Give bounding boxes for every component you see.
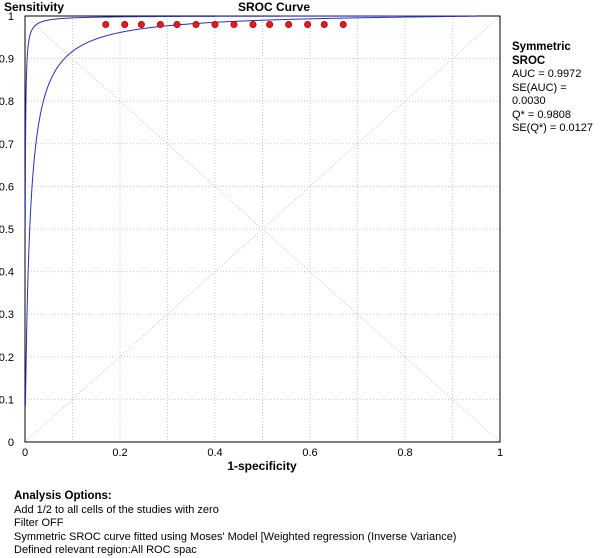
options-heading: Analysis Options: [14, 490, 112, 502]
study-point [173, 21, 181, 29]
study-point [121, 21, 129, 29]
y-tick-label: 0.5 [0, 224, 14, 236]
study-point [211, 21, 219, 29]
y-axis-label: Sensitivity [4, 0, 64, 14]
chart-title: SROC Curve [238, 0, 310, 14]
stat-se-q-star: SE(Q*) = 0.0127 [512, 122, 594, 134]
sroc-curve-upper [24, 15, 477, 230]
study-point [339, 21, 347, 29]
x-axis-label: 1-specificity [227, 459, 297, 473]
y-tick-label: 0.8 [0, 96, 14, 108]
x-tick-label: 0.8 [397, 447, 412, 459]
x-tick-label: 0.6 [302, 447, 317, 459]
diagonal-symmetry-line [24, 15, 501, 443]
study-point [320, 21, 328, 29]
tick-labels: 0 0.2 0.4 0.6 0.8 1 0 0.1 0.2 0.3 0.4 0.5 0.6 0.7 0.8 0… [0, 11, 503, 459]
study-point [230, 21, 238, 29]
option-line-2: Filter OFF [14, 517, 64, 529]
x-tick-label: 0 [22, 447, 28, 459]
y-tick-label: 0.9 [0, 54, 14, 66]
diagonal-lines [24, 15, 501, 443]
y-tick-label: 0.6 [0, 181, 14, 193]
y-tick-label: 0.2 [0, 352, 14, 364]
y-tick-label: 0 [8, 437, 14, 449]
grid-layer [25, 16, 500, 442]
stat-se-auc: SE(AUC) = 0.0030 [512, 81, 567, 108]
y-tick-label: 0.7 [0, 139, 14, 151]
x-tick-label: 1 [497, 447, 503, 459]
analysis-options: Analysis Options: Add 1/2 to all cells o… [14, 490, 456, 558]
sroc-statistics: Symmetric SROC AUC = 0.9972 SE(AUC) = 0.… [512, 41, 600, 136]
sroc-curve-lower [24, 15, 477, 407]
study-point [192, 21, 200, 29]
diagonal-chance-line [24, 15, 501, 443]
y-tick-label: 1 [8, 11, 14, 23]
option-line-3: Symmetric SROC curve fitted using Moses'… [14, 530, 457, 543]
study-points [102, 21, 347, 29]
stats-heading: Symmetric SROC [512, 41, 571, 67]
stat-q-star: Q* = 0.9808 [512, 108, 572, 121]
stat-auc: AUC = 0.9972 [512, 68, 582, 80]
y-tick-label: 0.1 [0, 394, 14, 406]
sroc-curves [24, 15, 477, 407]
option-line-1: Add 1/2 to all cells of the studies with… [14, 503, 219, 516]
y-tick-label: 0.3 [0, 309, 14, 321]
option-line-4: Defined relevant region:All ROC spac [14, 544, 197, 556]
study-point [102, 21, 110, 29]
study-point [137, 21, 145, 29]
study-point [249, 21, 257, 29]
x-tick-label: 0.2 [112, 447, 127, 459]
y-tick-label: 0.4 [0, 267, 14, 279]
study-point [285, 21, 293, 29]
x-tick-label: 0.4 [207, 447, 222, 459]
study-point [156, 21, 164, 29]
study-point [266, 21, 274, 29]
study-point [304, 21, 312, 29]
